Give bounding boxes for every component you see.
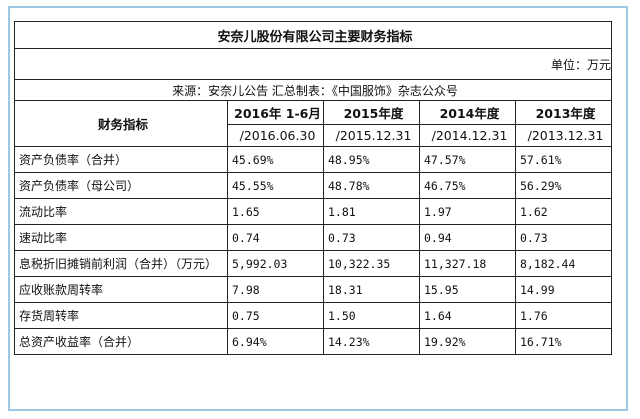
row-label: 资产负债率（合并）: [14, 146, 228, 173]
header-period-2015: 2015年度: [323, 100, 420, 125]
header-period-2013: 2013年度: [514, 100, 613, 125]
cell-value: 0.73: [323, 224, 420, 251]
table-row: 速动比率 0.74 0.73 0.94 0.73: [14, 224, 613, 251]
cell-value: 1.64: [419, 302, 516, 329]
row-label: 资产负债率（母公司）: [14, 172, 228, 199]
header-date-2016h1: /2016.06.30: [227, 124, 324, 147]
cell-value: 6.94%: [227, 328, 324, 355]
cell-value: 10,322.35: [323, 250, 420, 277]
header-period-2014: 2014年度: [419, 100, 516, 125]
cell-value: 57.61%: [514, 146, 613, 173]
cell-value: 11,327.18: [419, 250, 516, 277]
cell-value: 1.81: [323, 198, 420, 225]
table-row: 流动比率 1.65 1.81 1.97 1.62: [14, 198, 613, 225]
table-title-row: 安奈儿股份有限公司主要财务指标: [13, 21, 613, 49]
row-label: 存货周转率: [14, 302, 228, 329]
cell-value: 48.95%: [323, 146, 420, 173]
table-row: 资产负债率（母公司） 45.55% 48.78% 46.75% 56.29%: [14, 172, 613, 199]
financial-indicators-table: 安奈儿股份有限公司主要财务指标 单位：万元 来源：安奈儿公告 汇总制表：《中国服…: [13, 21, 613, 355]
table-title: 安奈儿股份有限公司主要财务指标: [13, 21, 613, 49]
cell-value: 1.76: [514, 302, 613, 329]
cell-value: 56.29%: [514, 172, 613, 199]
cell-value: 1.97: [419, 198, 516, 225]
row-label: 应收账款周转率: [14, 276, 228, 303]
header-date-2013: /2013.12.31: [514, 124, 613, 147]
row-label: 总资产收益率（合并）: [14, 328, 228, 355]
cell-value: 0.75: [227, 302, 324, 329]
header-period-2016h1: 2016年 1-6月: [227, 100, 324, 125]
cell-value: 7.98: [227, 276, 324, 303]
unit-row: 单位：万元: [13, 48, 613, 80]
source-label: 来源：安奈儿公告 汇总制表：《中国服饰》杂志公众号: [13, 79, 613, 101]
cell-value: 0.74: [227, 224, 324, 251]
cell-value: 47.57%: [419, 146, 516, 173]
source-row: 来源：安奈儿公告 汇总制表：《中国服饰》杂志公众号: [13, 79, 613, 101]
header-date-2014: /2014.12.31: [419, 124, 516, 147]
cell-value: 8,182.44: [514, 250, 613, 277]
cell-value: 16.71%: [514, 328, 613, 355]
cell-value: 19.92%: [419, 328, 516, 355]
cell-value: 0.73: [514, 224, 613, 251]
table-row: 存货周转率 0.75 1.50 1.64 1.76: [14, 302, 613, 329]
header-indicator: 财务指标: [14, 100, 228, 147]
cell-value: 1.62: [514, 198, 613, 225]
cell-value: 45.55%: [227, 172, 324, 199]
table-row: 总资产收益率（合并） 6.94% 14.23% 19.92% 16.71%: [14, 328, 613, 355]
header-date-2015: /2015.12.31: [323, 124, 420, 147]
header-row-periods: 财务指标 2016年 1-6月 2015年度 2014年度 2013年度: [14, 100, 613, 147]
cell-value: 0.94: [419, 224, 516, 251]
cell-value: 1.50: [323, 302, 420, 329]
table-row: 应收账款周转率 7.98 18.31 15.95 14.99: [14, 276, 613, 303]
cell-value: 5,992.03: [227, 250, 324, 277]
table-row: 资产负债率（合并） 45.69% 48.95% 47.57% 57.61%: [14, 146, 613, 173]
row-label: 流动比率: [14, 198, 228, 225]
cell-value: 46.75%: [419, 172, 516, 199]
table-row: 息税折旧摊销前利润（合并）（万元） 5,992.03 10,322.35 11,…: [14, 250, 613, 277]
cell-value: 15.95: [419, 276, 516, 303]
cell-value: 14.23%: [323, 328, 420, 355]
unit-label: 单位：万元: [13, 48, 613, 80]
cell-value: 14.99: [514, 276, 613, 303]
cell-value: 1.65: [227, 198, 324, 225]
cell-value: 18.31: [323, 276, 420, 303]
cell-value: 48.78%: [323, 172, 420, 199]
cell-value: 45.69%: [227, 146, 324, 173]
row-label: 息税折旧摊销前利润（合并）（万元）: [14, 250, 228, 277]
row-label: 速动比率: [14, 224, 228, 251]
